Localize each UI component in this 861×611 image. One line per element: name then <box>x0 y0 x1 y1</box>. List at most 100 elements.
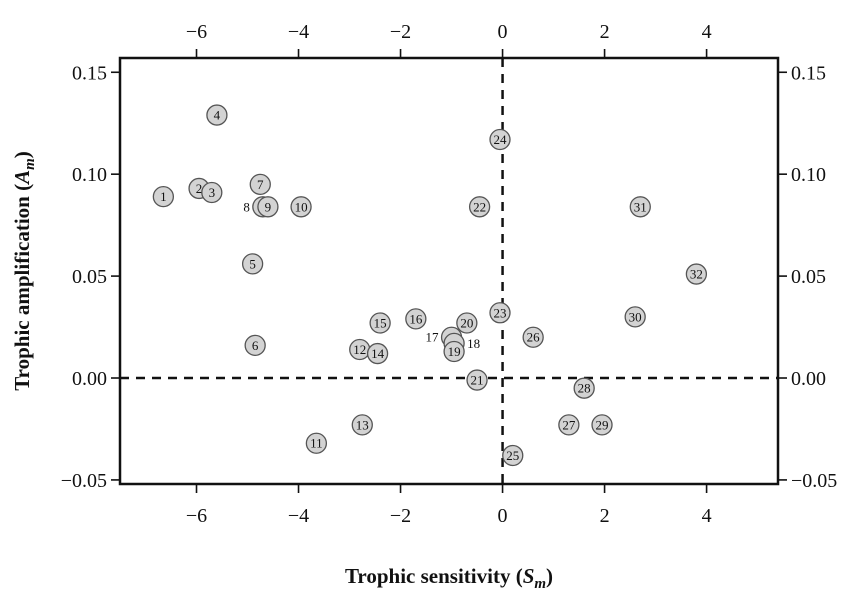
data-point-marker <box>573 377 595 399</box>
data-point-label: 28 <box>578 381 591 396</box>
data-point-24: 24 <box>489 128 511 151</box>
data-point-marker <box>369 312 391 334</box>
data-point-marker <box>685 263 708 285</box>
data-point-marker <box>290 196 312 218</box>
data-point-marker <box>201 181 223 204</box>
data-point-10: 10 <box>290 196 312 218</box>
data-point-marker <box>244 334 266 357</box>
data-point-label: 30 <box>629 309 642 324</box>
data-point-26: 26 <box>522 326 544 348</box>
y-tick-label-left: 0.15 <box>72 62 107 84</box>
data-point-29: 29 <box>591 414 613 436</box>
y-axis-title-subscript: m <box>22 158 38 170</box>
data-point-32: 32 <box>685 263 708 285</box>
data-point-label: 25 <box>506 448 519 463</box>
data-point-7: 7 <box>249 173 271 196</box>
data-point-label: 4 <box>214 108 221 123</box>
x-tick-label-bottom: 2 <box>600 505 610 527</box>
x-tick-label-bottom: −6 <box>186 505 207 527</box>
data-point-28: 28 <box>573 377 595 399</box>
data-point-12: 12 <box>349 338 371 361</box>
data-point-4: 4 <box>206 104 228 126</box>
data-point-marker <box>152 185 175 208</box>
data-point-22: 22 <box>468 196 491 218</box>
y-tick-label-left: 0.00 <box>72 368 107 390</box>
x-axis-title-main: Trophic sensitivity ( <box>345 564 523 588</box>
data-point-marker <box>489 128 511 151</box>
y-tick-label-right: −0.05 <box>791 470 837 492</box>
x-tick-label-top: 4 <box>702 21 712 43</box>
data-point-label: 32 <box>690 267 703 282</box>
data-point-marker <box>405 308 427 330</box>
data-point-label: 2 <box>196 181 203 196</box>
data-point-label: 18 <box>467 336 480 351</box>
data-point-label: 19 <box>448 344 461 359</box>
data-point-marker <box>257 196 279 218</box>
x-tick-label-top: −6 <box>186 21 207 43</box>
data-point-23: 23 <box>489 302 511 324</box>
data-point-label: 9 <box>265 199 272 214</box>
data-point-6: 6 <box>244 334 266 357</box>
data-point-label: 5 <box>249 256 256 271</box>
data-point-label: 17 <box>426 330 440 345</box>
y-tick-label-left: −0.05 <box>61 470 107 492</box>
data-point-marker <box>466 369 488 391</box>
data-point-marker <box>591 414 613 436</box>
data-point-label: 14 <box>371 346 385 361</box>
data-point-31: 31 <box>629 196 651 218</box>
data-point-label: 31 <box>634 199 647 214</box>
data-point-label: 13 <box>356 417 369 432</box>
data-point-marker <box>241 253 264 275</box>
x-tick-label-top: 2 <box>600 21 610 43</box>
data-point-marker <box>366 342 389 365</box>
data-point-marker <box>249 173 271 196</box>
data-point-label: 20 <box>460 315 473 330</box>
data-point-21: 21 <box>466 369 488 391</box>
data-point-label: 8 <box>243 199 250 214</box>
data-point-marker <box>624 306 646 328</box>
data-point-marker <box>502 444 524 467</box>
x-tick-label-bottom: −2 <box>390 505 411 527</box>
data-point-marker <box>522 326 544 348</box>
x-tick-label-bottom: −4 <box>288 505 309 527</box>
data-point-9: 9 <box>257 196 279 218</box>
y-axis-title: Trophic amplification (Am) <box>10 151 38 391</box>
data-point-label: 15 <box>374 315 387 330</box>
data-point-3: 3 <box>201 181 223 204</box>
data-point-label: 26 <box>527 330 541 345</box>
x-axis-title-symbol: S <box>523 564 535 588</box>
data-point-marker <box>443 340 465 363</box>
data-point-marker <box>456 312 478 334</box>
data-point-20: 20 <box>456 312 478 334</box>
data-point-13: 13 <box>351 414 373 436</box>
data-point-label: 29 <box>596 417 609 432</box>
data-point-label: 16 <box>409 311 423 326</box>
data-point-1: 1 <box>152 185 175 208</box>
data-point-30: 30 <box>624 306 646 328</box>
data-point-label: 21 <box>471 373 484 388</box>
data-point-label: 6 <box>252 338 259 353</box>
data-point-label: 23 <box>494 305 507 320</box>
x-tick-label-bottom: 4 <box>702 505 712 527</box>
data-point-label: 1 <box>160 189 167 204</box>
data-point-11: 11 <box>305 432 328 454</box>
data-point-label: 7 <box>257 177 264 192</box>
data-point-marker <box>558 414 580 436</box>
data-point-19: 19 <box>443 340 465 363</box>
y-axis-title-symbol: A <box>10 170 34 186</box>
data-point-5: 5 <box>241 253 264 275</box>
x-axis-title: Trophic sensitivity (Sm) <box>345 564 553 592</box>
data-point-marker <box>305 432 328 454</box>
x-axis-title-close: ) <box>546 564 553 588</box>
data-point-27: 27 <box>558 414 580 436</box>
data-point-label: 27 <box>562 417 576 432</box>
data-point-label: 22 <box>473 199 486 214</box>
data-point-marker <box>206 104 228 126</box>
data-point-marker <box>629 196 651 218</box>
data-point-label: 24 <box>494 132 508 147</box>
data-point-14: 14 <box>366 342 389 365</box>
y-tick-label-right: 0.10 <box>791 164 826 186</box>
